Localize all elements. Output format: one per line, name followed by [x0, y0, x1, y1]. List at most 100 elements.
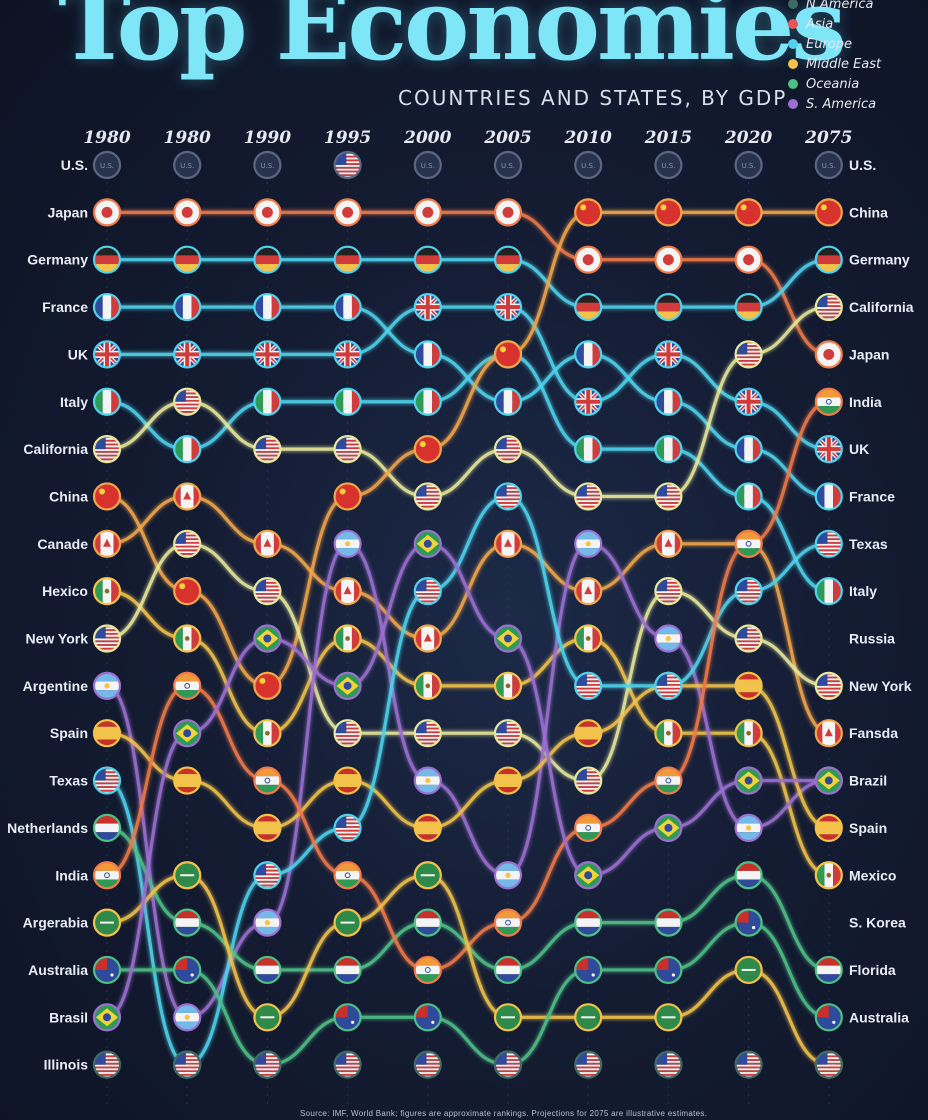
flag-part: [254, 530, 261, 557]
flag-part: [254, 965, 281, 975]
flag-part: [174, 551, 201, 554]
flag-ring: [814, 1050, 843, 1079]
flag-part: [254, 594, 281, 597]
flag-part: [495, 727, 521, 730]
flag-part: [343, 586, 352, 595]
flag-part: [94, 456, 120, 459]
flag-part: [254, 449, 281, 451]
left-row-label: Illinois: [44, 1057, 89, 1073]
flag-ring: [654, 908, 683, 937]
flag-ring: [814, 198, 843, 227]
flag-ring: [253, 766, 282, 795]
flag-part: [672, 436, 682, 463]
flag-part: [414, 742, 441, 745]
flag-part: [815, 1059, 842, 1061]
flag-part: [414, 255, 441, 265]
flag-part: [110, 973, 114, 977]
flag-part: [495, 500, 521, 503]
flag-part: [94, 447, 120, 450]
node-label: U.S.: [180, 162, 194, 170]
flag-part: [420, 874, 435, 877]
flag-part: [254, 587, 281, 590]
flag-part: [174, 909, 201, 919]
flag-part: [575, 726, 602, 740]
flag-part: [184, 682, 191, 689]
flag-part: [174, 530, 186, 544]
flag-part: [254, 454, 281, 457]
flag-ring: [333, 245, 362, 274]
flag-part: [414, 589, 441, 592]
flag-part: [254, 880, 281, 883]
flag-ring: [333, 482, 362, 511]
flag-ring: [574, 1050, 603, 1079]
flag-ring: [654, 387, 683, 416]
flag-part: [495, 489, 521, 491]
flag-node-jp: [814, 340, 843, 369]
flag-part: [752, 720, 762, 747]
legend-dot-asia: [788, 19, 798, 29]
flag-ring: [173, 671, 202, 700]
flag-part: [254, 1057, 281, 1060]
flag-face: [655, 720, 682, 747]
flag-part: [815, 299, 842, 302]
flag-part: [655, 776, 682, 785]
flag-part: [185, 341, 190, 368]
flag-ring: [173, 435, 202, 464]
flag-part: [334, 820, 361, 823]
flag-part: [254, 1051, 267, 1065]
flag-part: [334, 456, 361, 459]
flag-face: [495, 530, 521, 557]
flag-part: [254, 1055, 281, 1058]
flag-node-us: [814, 529, 843, 558]
flag-part: [655, 1060, 682, 1063]
left-row-label: U.S.: [61, 157, 88, 173]
flag-node-de: [734, 292, 763, 322]
flag-part: [583, 341, 593, 368]
flag-face: [174, 246, 201, 273]
flag-part: [815, 956, 842, 966]
flag-part: [419, 441, 426, 448]
flag-ring: [333, 150, 362, 180]
flag-ring: [413, 387, 442, 416]
flag-node-jp: [333, 198, 362, 227]
flag-part: [191, 625, 201, 652]
flag-part: [495, 926, 521, 936]
flag-part: [414, 593, 441, 595]
flag-ring: [574, 908, 603, 937]
flag-part: [94, 255, 120, 265]
flag-part: [735, 1066, 762, 1069]
flag-face: [94, 578, 120, 605]
flag-part: [661, 1016, 676, 1019]
series-line-australia: [105, 920, 831, 1067]
flag-part: [254, 871, 281, 874]
flag-face: [94, 530, 120, 557]
flag-part: [655, 152, 682, 178]
left-row-label: Spain: [50, 725, 88, 741]
flag-part: [254, 864, 281, 866]
flag-part: [495, 452, 521, 455]
flag-part: [414, 834, 441, 841]
flag-part: [735, 1059, 762, 1061]
flag-ring: [173, 624, 202, 653]
flag-part: [414, 735, 441, 737]
flag-ring: [493, 529, 523, 558]
flag-part: [94, 388, 103, 415]
flag-face: [735, 672, 762, 699]
flag-face: [575, 294, 602, 321]
flag-part: [254, 583, 281, 586]
flag-ring: [734, 292, 763, 322]
flag-part: [575, 548, 602, 557]
flag-part: [655, 678, 682, 681]
flag-part: [655, 691, 682, 694]
flag-part: [575, 502, 602, 504]
year-tick-label: 2000: [403, 128, 451, 148]
flag-node-au: [734, 908, 763, 937]
flag-ring: [814, 766, 843, 795]
flag-node-de: [413, 245, 442, 274]
flag-part: [334, 436, 347, 450]
flag-node-sa: [654, 1003, 683, 1032]
flag-part: [655, 674, 682, 677]
flag-ring: [574, 577, 603, 606]
flag-part: [94, 437, 120, 440]
flag-node-br: [413, 529, 442, 558]
